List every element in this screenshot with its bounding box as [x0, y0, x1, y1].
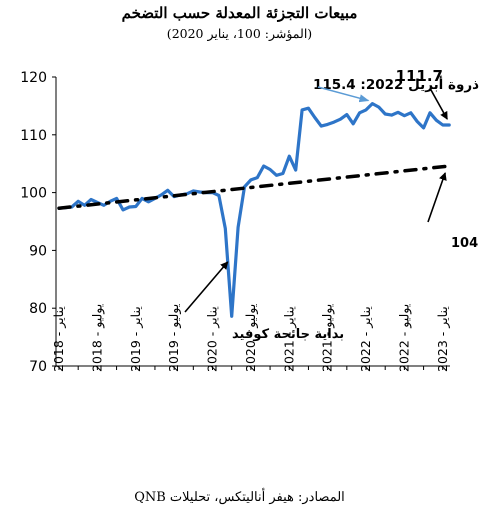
x-tick-label: يوليو - 2019	[166, 303, 182, 372]
data-point	[320, 125, 323, 128]
annotation-last-value: 111.7	[396, 67, 443, 85]
data-point	[313, 116, 316, 119]
y-tick-label: 100	[20, 186, 47, 202]
data-point	[390, 114, 393, 117]
y-tick-label: 90	[29, 243, 47, 259]
data-point	[294, 169, 297, 171]
x-tick-label: يوليو - 2020	[243, 303, 259, 372]
data-point	[339, 118, 342, 121]
data-point	[160, 194, 163, 196]
data-point	[77, 200, 80, 203]
data-point	[301, 109, 303, 111]
x-tick-label: يوليو - 2018	[89, 303, 105, 372]
data-point	[441, 124, 444, 126]
data-point	[281, 172, 284, 175]
data-point	[128, 206, 131, 208]
data-point	[83, 204, 86, 207]
data-point	[115, 197, 118, 200]
data-point	[166, 189, 169, 192]
data-point	[134, 205, 137, 208]
data-point	[256, 176, 259, 179]
data-point	[365, 109, 367, 111]
data-point	[416, 120, 419, 123]
x-tick-label: يناير - 2020	[205, 306, 221, 372]
chart-subtitle: (المؤشر: 100، يناير 2020)	[166, 26, 313, 41]
data-point	[198, 191, 201, 193]
annotation-covid-label: بداية جائحة كوفيد	[232, 327, 344, 342]
data-point	[371, 102, 374, 105]
annotation-trend-arrow	[427, 172, 447, 223]
data-point	[192, 189, 195, 192]
chart-source: المصادر: هيفر أناليتكس، تحليلات QNB	[134, 490, 345, 505]
data-point	[397, 111, 399, 114]
annotation-last-arrow	[430, 89, 448, 120]
x-tick-label: يناير - 2019	[128, 306, 144, 372]
annotation-trend-label: اتجاه 2018-2019، آخر: 104.6	[451, 234, 479, 251]
data-point	[429, 111, 431, 114]
data-point	[435, 119, 438, 122]
chart-title: مبيعات التجزئة المعدلة حسب التضخم	[121, 4, 358, 22]
data-point	[358, 111, 361, 114]
chart-marks	[57, 101, 451, 318]
y-tick-label: 120	[20, 70, 47, 86]
x-tick-label: يناير - 2022	[358, 306, 374, 372]
data-point	[326, 123, 329, 126]
data-point	[352, 122, 355, 125]
data-point	[249, 178, 252, 181]
data-point	[224, 227, 227, 230]
data-point	[147, 200, 150, 203]
data-point	[307, 107, 310, 110]
data-point	[403, 114, 406, 117]
data-point	[384, 113, 387, 115]
data-point	[90, 198, 92, 201]
data-point	[230, 315, 233, 318]
x-tick-label: يناير - 2018	[51, 306, 67, 372]
data-point	[237, 226, 239, 229]
y-tick-label: 80	[29, 301, 47, 317]
data-point	[288, 155, 291, 158]
data-point	[377, 106, 380, 108]
data-point	[448, 124, 451, 126]
data-point	[333, 121, 335, 123]
data-point	[122, 209, 124, 211]
data-point	[269, 168, 271, 171]
y-tick-label: 110	[20, 128, 47, 144]
data-point	[141, 197, 144, 200]
annotation-peak-arrow	[317, 86, 370, 103]
series-line-retail-sales	[57, 101, 451, 318]
series-line-trend	[57, 164, 451, 210]
chart-axes: 70 80 90 100 110 120 يناير - 2018 يوليو - 2018 ي…	[20, 70, 451, 375]
x-tick-label: يناير - 2021	[281, 306, 297, 372]
annotation-covid-arrow	[184, 261, 229, 313]
data-point	[422, 126, 425, 129]
data-point	[275, 174, 278, 177]
x-tick-label: يوليو - 2022	[396, 303, 412, 372]
data-point	[102, 204, 105, 207]
y-tick-label: 70	[29, 359, 47, 375]
data-point	[345, 113, 348, 116]
data-point	[409, 111, 412, 114]
x-tick-label: يناير - 2023	[435, 306, 451, 372]
annotation-peak-label: ذروة أبريل 2022: 115.4	[313, 76, 479, 93]
data-point	[218, 194, 220, 197]
data-point	[262, 165, 265, 167]
x-tick-label: يوليو - 2021	[320, 303, 336, 372]
